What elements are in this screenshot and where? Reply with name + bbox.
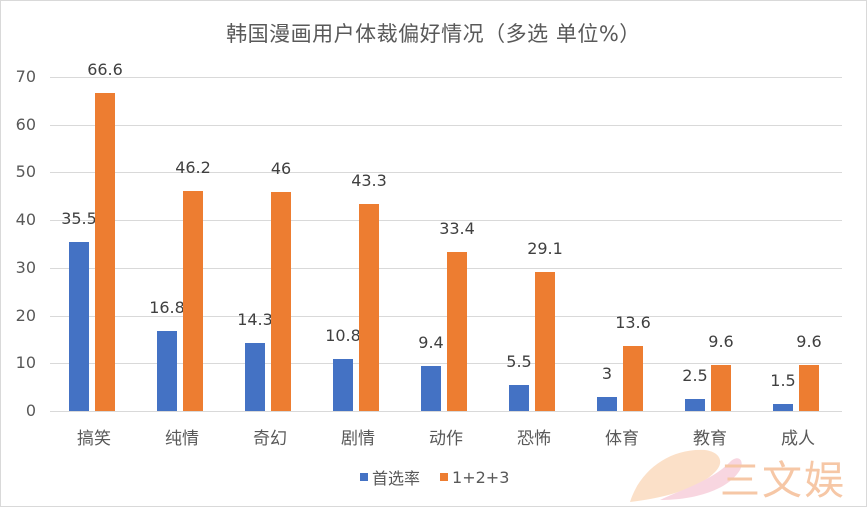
legend-item-top3: 1+2+3 bbox=[440, 468, 509, 487]
data-label: 9.4 bbox=[418, 333, 444, 353]
y-tick-label: 30 bbox=[15, 257, 36, 277]
bar bbox=[535, 272, 555, 411]
legend-label: 1+2+3 bbox=[452, 467, 510, 487]
y-tick-label: 40 bbox=[15, 210, 36, 230]
data-label: 29.1 bbox=[527, 239, 563, 259]
bar bbox=[685, 399, 705, 411]
x-tick-label: 剧情 bbox=[341, 429, 375, 449]
data-label: 5.5 bbox=[506, 351, 532, 371]
y-tick-label: 50 bbox=[15, 162, 36, 182]
bar bbox=[773, 403, 793, 411]
watermark-logo-icon bbox=[630, 449, 742, 502]
data-label: 3 bbox=[601, 363, 613, 383]
data-label: 46.2 bbox=[175, 157, 211, 177]
data-label: 33.4 bbox=[439, 218, 475, 238]
y-tick-label: 0 bbox=[25, 401, 36, 420]
y-tick-label: 10 bbox=[15, 353, 36, 373]
legend-swatch-orange-icon bbox=[440, 473, 449, 481]
y-tick-label: 70 bbox=[15, 67, 36, 86]
gridline bbox=[50, 220, 842, 222]
x-tick-label: 恐怖 bbox=[517, 429, 551, 449]
x-tick-label: 纯情 bbox=[165, 429, 199, 449]
bar bbox=[623, 346, 643, 411]
chart-title: 韩国漫画用户体裁偏好情况（多选 单位%） bbox=[226, 22, 641, 46]
y-tick-label: 60 bbox=[15, 114, 36, 134]
bar bbox=[799, 365, 819, 411]
bar bbox=[69, 241, 89, 411]
data-label: 14.3 bbox=[237, 309, 273, 329]
data-label: 16.8 bbox=[149, 297, 185, 317]
x-tick-label: 奇幻 bbox=[253, 429, 287, 449]
gridline bbox=[50, 267, 842, 269]
legend-label: 首选率 bbox=[372, 469, 421, 488]
gridline bbox=[50, 315, 842, 317]
y-tick-label: 20 bbox=[15, 305, 36, 325]
data-label: 43.3 bbox=[351, 171, 387, 191]
gridline bbox=[50, 77, 842, 78]
bar bbox=[95, 93, 115, 411]
bar bbox=[359, 204, 379, 411]
data-label: 13.6 bbox=[615, 313, 651, 333]
data-label: 2.5 bbox=[682, 366, 708, 386]
data-label: 66.6 bbox=[87, 60, 123, 80]
data-label: 10.8 bbox=[325, 326, 361, 346]
gridline bbox=[50, 411, 842, 412]
x-tick-label: 教育 bbox=[693, 429, 727, 449]
gridline bbox=[50, 124, 842, 126]
legend-item-first-choice: 首选率 bbox=[360, 465, 420, 489]
watermark-text: 三文娱 bbox=[720, 458, 846, 504]
data-label: 46 bbox=[270, 158, 292, 178]
bar bbox=[421, 366, 441, 411]
bar bbox=[245, 342, 265, 411]
legend-swatch-blue-icon bbox=[360, 473, 368, 481]
data-label: 1.5 bbox=[770, 370, 796, 390]
bar bbox=[711, 365, 731, 411]
bar bbox=[271, 191, 291, 411]
gridline bbox=[50, 172, 842, 174]
bar bbox=[447, 251, 467, 411]
bar bbox=[333, 359, 353, 411]
data-label: 35.5 bbox=[61, 208, 97, 228]
data-label: 9.6 bbox=[796, 332, 822, 352]
legend: 首选率 1+2+3 bbox=[360, 465, 521, 489]
x-tick-label: 体育 bbox=[605, 429, 639, 449]
bar bbox=[183, 190, 203, 411]
bar bbox=[157, 330, 177, 411]
x-tick-label: 动作 bbox=[429, 429, 463, 449]
x-tick-label: 搞笑 bbox=[77, 429, 111, 449]
x-tick-label: 成人 bbox=[781, 429, 815, 449]
gridline bbox=[50, 363, 842, 365]
bar bbox=[597, 396, 617, 411]
data-label: 9.6 bbox=[708, 332, 734, 352]
bar bbox=[509, 384, 529, 411]
